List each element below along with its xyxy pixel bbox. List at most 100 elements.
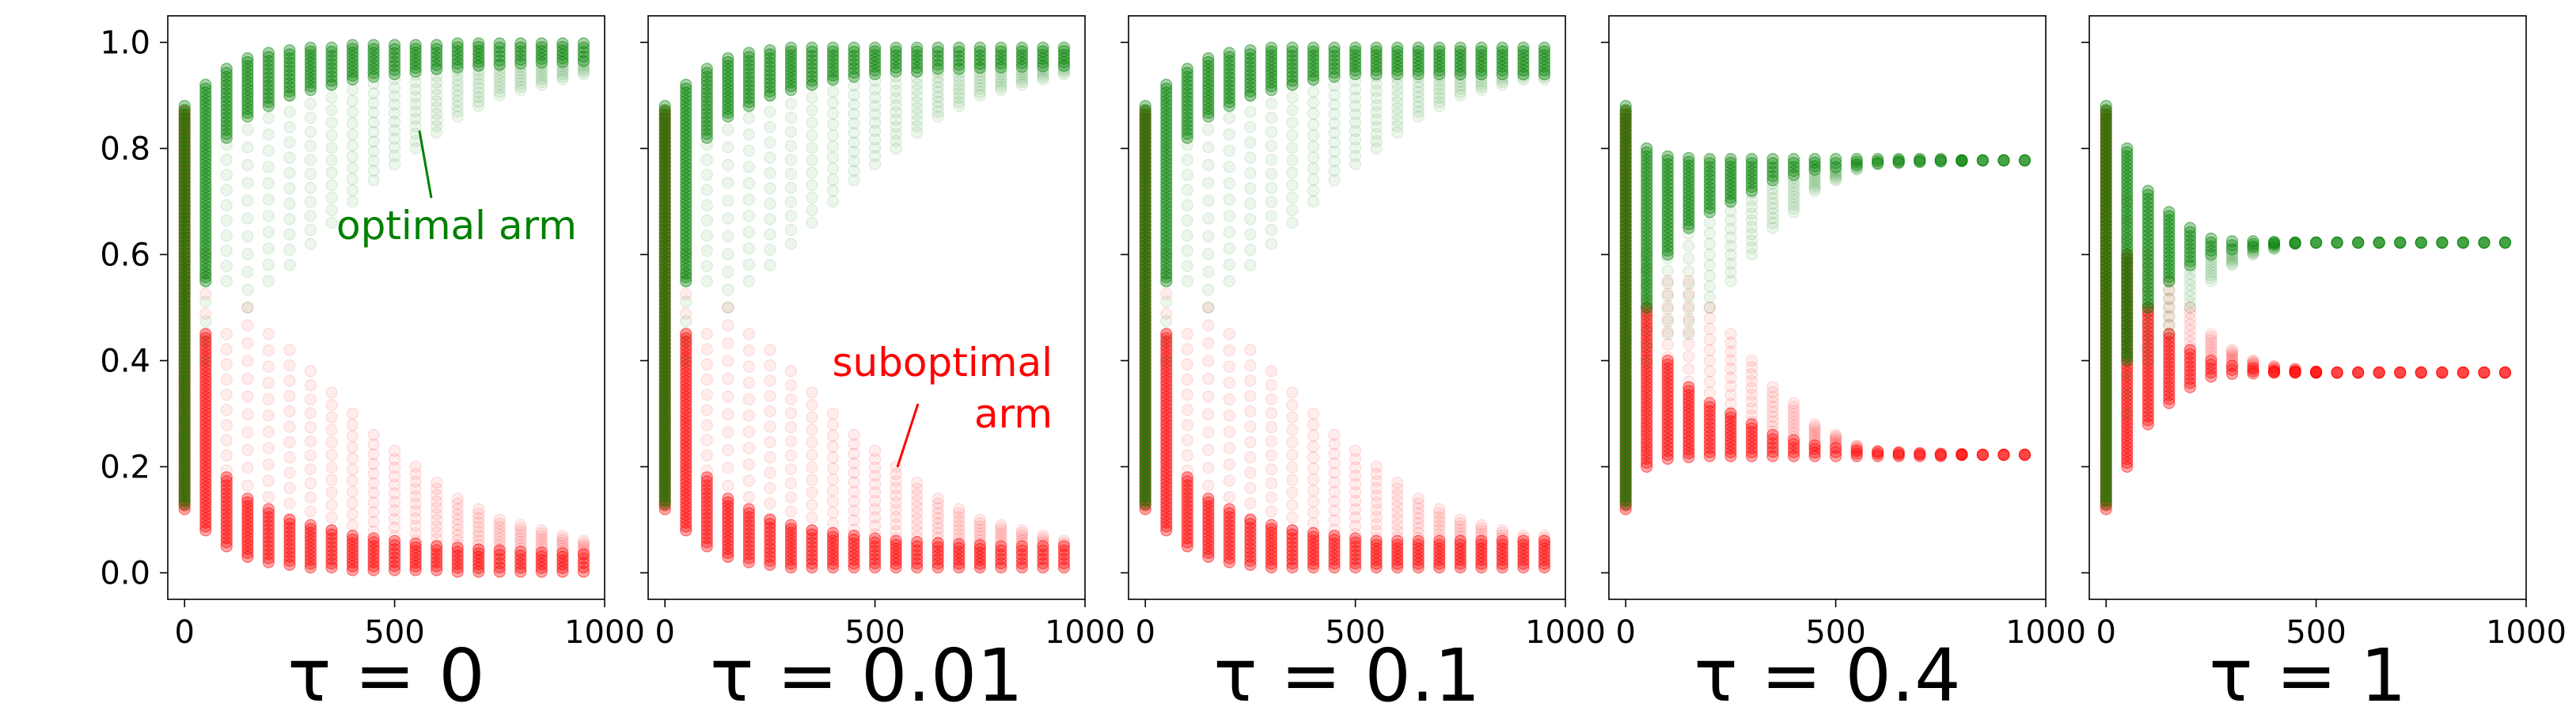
scatter-point	[1703, 417, 1716, 430]
scatter-point-faint	[1307, 151, 1320, 164]
scatter-point-faint	[1830, 174, 1842, 187]
scatter-point	[1454, 538, 1466, 551]
scatter-point	[764, 89, 776, 102]
scatter-point-faint	[1181, 358, 1193, 371]
scatter-point	[869, 545, 882, 557]
scatter-point	[700, 124, 713, 136]
scatter-point-faint	[953, 78, 966, 92]
scatter-point-faint	[514, 522, 527, 535]
scatter-point	[700, 511, 713, 524]
scatter-point-faint	[325, 192, 338, 204]
scatter-point-faint	[911, 494, 924, 507]
scatter-point	[2352, 366, 2365, 378]
scatter-point-faint	[722, 212, 734, 225]
scatter-point	[1286, 549, 1299, 561]
scatter-point-faint	[1433, 507, 1446, 519]
scatter-point	[493, 544, 506, 557]
scatter-point	[700, 127, 713, 140]
scatter-point-faint	[1830, 165, 1842, 177]
scatter-point-faint	[1223, 112, 1235, 124]
scatter-point-faint	[1433, 515, 1446, 528]
scatter-point-faint	[742, 491, 755, 504]
scatter-point	[1139, 100, 1151, 112]
scatter-point	[283, 89, 296, 102]
scatter-point-faint	[1370, 99, 1383, 112]
scatter-point-faint	[1202, 141, 1215, 154]
scatter-point-faint	[764, 243, 776, 257]
scatter-point	[1787, 434, 1800, 447]
scatter-point	[931, 45, 944, 59]
scatter-point-faint	[764, 435, 776, 448]
scatter-point-faint	[1286, 192, 1299, 204]
scatter-point-faint	[431, 482, 443, 496]
scatter-points	[2100, 100, 2512, 515]
scatter-point-faint	[953, 74, 966, 87]
scatter-point-faint	[304, 379, 317, 392]
scatter-point	[262, 63, 275, 76]
scatter-point	[220, 116, 233, 128]
scatter-point	[911, 549, 924, 561]
scatter-point	[577, 565, 590, 578]
scatter-point-faint	[1181, 419, 1193, 431]
scatter-point-faint	[700, 169, 713, 181]
scatter-point-faint	[1724, 222, 1737, 235]
scatter-point-faint	[1787, 401, 1800, 413]
scatter-point-faint	[1370, 135, 1383, 148]
scatter-point-faint	[995, 78, 1007, 90]
scatter-point	[1307, 45, 1320, 58]
scatter-point-faint	[1724, 380, 1737, 393]
scatter-point	[1244, 81, 1257, 93]
scatter-point	[493, 54, 506, 67]
scatter-point-faint	[325, 179, 338, 192]
scatter-point-faint	[325, 104, 338, 116]
scatter-point-faint	[451, 84, 464, 97]
scatter-point-faint	[304, 181, 317, 194]
scatter-point-faint	[262, 409, 275, 422]
scatter-point-faint	[764, 182, 776, 195]
scatter-point-faint	[764, 105, 776, 118]
scatter-point-faint	[514, 529, 527, 542]
x-tick-label: 1000	[1045, 614, 1125, 651]
scatter-point-faint	[409, 475, 422, 488]
scatter-point-faint	[409, 512, 422, 525]
scatter-point	[1181, 127, 1193, 140]
scatter-point	[931, 54, 944, 67]
scatter-point-faint	[346, 474, 359, 487]
scatter-point	[826, 45, 840, 58]
scatter-point-faint	[1181, 404, 1193, 416]
scatter-point	[1181, 78, 1193, 92]
annotation-optimal-label: optimal arm	[336, 203, 577, 249]
scatter-point	[1181, 487, 1193, 500]
scatter-point-faint	[1181, 245, 1193, 257]
scatter-point	[700, 78, 713, 92]
scatter-point-faint	[241, 372, 254, 386]
scatter-point-faint	[1307, 517, 1320, 530]
x-tick-label: 1000	[564, 614, 645, 651]
scatter-point-faint	[931, 492, 944, 505]
scatter-point	[742, 548, 755, 561]
scatter-point-faint	[283, 359, 296, 372]
scatter-point-faint	[389, 530, 401, 542]
scatter-point	[2456, 366, 2469, 378]
scatter-point-faint	[722, 462, 734, 474]
scatter-point-faint	[472, 516, 485, 529]
scatter-point-faint	[806, 129, 818, 142]
scatter-point	[931, 59, 944, 71]
scatter-point-faint	[431, 514, 443, 526]
scatter-point-faint	[806, 192, 818, 204]
scatter-point	[262, 523, 275, 536]
scatter-point-faint	[869, 150, 882, 162]
scatter-point-faint	[325, 511, 338, 524]
scatter-point-faint	[431, 126, 443, 139]
scatter-point-faint	[869, 108, 882, 121]
scatter-point	[722, 492, 734, 505]
scatter-point	[1265, 523, 1278, 535]
scatter-point-faint	[700, 449, 713, 462]
scatter-point	[262, 544, 275, 557]
scatter-point	[1724, 411, 1737, 424]
scatter-point-faint	[1037, 69, 1049, 82]
scatter-point-faint	[2163, 292, 2176, 305]
scatter-point	[577, 50, 590, 63]
scatter-point	[1286, 557, 1299, 570]
scatter-point	[1619, 100, 1632, 112]
